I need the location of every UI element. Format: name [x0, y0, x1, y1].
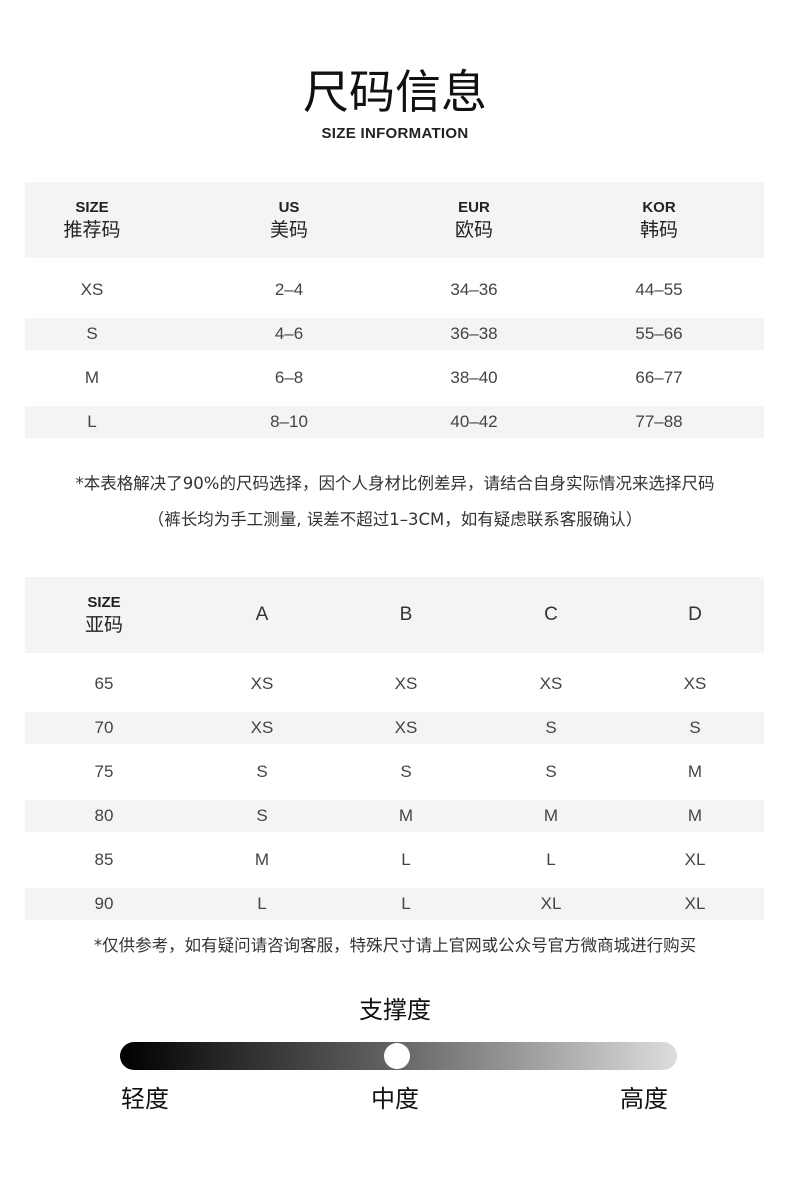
table-cell: M: [543, 806, 559, 825]
header-zh: 亚码: [84, 614, 124, 636]
table-cell: XS: [539, 674, 563, 693]
table-cell: L: [257, 894, 267, 913]
table-cell: L: [546, 850, 556, 869]
table-cell: XS: [250, 718, 274, 737]
table-cell: S: [86, 324, 98, 343]
header-cell: KOR 韩码: [640, 198, 678, 242]
table-header: SIZE 亚码 A B C D: [25, 577, 764, 653]
table-cell: 38–40: [450, 368, 498, 387]
header-cell: SIZE 推荐码: [63, 198, 120, 242]
table-row: 70 XS XS S S: [25, 706, 764, 750]
table-row: 65 XS XS XS XS: [25, 662, 764, 706]
table-cell: S: [689, 718, 701, 737]
table-cell: 90: [94, 894, 114, 913]
table-cell: 65: [94, 674, 114, 693]
level-high: 高度: [620, 1085, 668, 1113]
header-cell: US 美码: [270, 198, 308, 242]
table-cell: XL: [684, 850, 706, 869]
table-cell: M: [687, 762, 703, 781]
table-cell: XS: [250, 674, 274, 693]
table-row: 75 S S S M: [25, 750, 764, 794]
header-en: KOR: [642, 199, 676, 216]
table-cell: XS: [80, 280, 104, 299]
level-light: 轻度: [121, 1085, 169, 1113]
table-cell: S: [545, 718, 557, 737]
header-cell: D: [688, 604, 702, 625]
header-cell: SIZE 亚码: [85, 593, 123, 637]
table-cell: S: [256, 806, 268, 825]
table-cell: S: [545, 762, 557, 781]
header-en: US: [278, 199, 300, 216]
table-cell: 55–66: [635, 324, 683, 343]
table-cell: 75: [94, 762, 114, 781]
header-cell: A: [255, 604, 269, 625]
table-cell: XS: [394, 718, 418, 737]
table-cell: 6–8: [274, 368, 304, 387]
table-row: 80 S M M M: [25, 794, 764, 838]
header-en: SIZE: [87, 594, 121, 611]
table-row: XS 2–4 34–36 44–55: [25, 268, 764, 312]
table-header: SIZE 推荐码 US 美码 EUR 欧码 KOR 韩码: [25, 182, 764, 258]
header-zh: 美码: [269, 219, 309, 241]
size-conversion-table: SIZE 推荐码 US 美码 EUR 欧码 KOR 韩码 XS 2–4 34–36 44–55 S 4–…: [25, 182, 764, 444]
table-cell: M: [398, 806, 414, 825]
header-cell: B: [399, 604, 413, 625]
table-cell: S: [400, 762, 412, 781]
table-cell: 40–42: [450, 412, 498, 431]
table-cell: L: [401, 894, 411, 913]
header-cell: EUR 欧码: [455, 198, 493, 242]
table-cell: 80: [94, 806, 114, 825]
table-cell: 34–36: [450, 280, 498, 299]
table-row: L 8–10 40–42 77–88: [25, 400, 764, 444]
table-cell: XS: [683, 674, 707, 693]
table-cell: 8–10: [270, 412, 308, 431]
table-cell: 77–88: [635, 412, 683, 431]
header-en: SIZE: [75, 199, 109, 216]
table-row: S 4–6 36–38 55–66: [25, 312, 764, 356]
table-cell: M: [687, 806, 703, 825]
table-cell: XL: [540, 894, 562, 913]
level-medium: 中度: [371, 1085, 419, 1113]
table-row: 90 L L XL XL: [25, 882, 764, 926]
table-cell: 44–55: [635, 280, 683, 299]
measurement-note: （裤长均为手工测量, 误差不超过1–3CM，如有疑虑联系客服确认）: [147, 510, 643, 529]
table-cell: 70: [94, 718, 114, 737]
table-cell: 2–4: [274, 280, 304, 299]
header-zh: 推荐码: [63, 219, 121, 241]
table-cell: 36–38: [450, 324, 498, 343]
table-row: 85 M L L XL: [25, 838, 764, 882]
cup-size-table: SIZE 亚码 A B C D 65 XS XS XS XS 70 XS XS S S 75 S S S M 80 S M M…: [25, 577, 764, 926]
table-cell: M: [254, 850, 270, 869]
page-subtitle: SIZE INFORMATION: [321, 125, 469, 142]
table-cell: 85: [94, 850, 114, 869]
reference-note: *仅供参考，如有疑问请咨询客服，特殊尺寸请上官网或公众号官方微商城进行购买: [93, 936, 697, 955]
header-en: EUR: [458, 199, 490, 216]
table-cell: M: [84, 368, 100, 387]
header-cell: C: [544, 604, 558, 625]
table-cell: 4–6: [274, 324, 304, 343]
table-cell: XL: [684, 894, 706, 913]
header-zh: 韩码: [639, 219, 679, 241]
header-zh: 欧码: [454, 219, 494, 241]
table-cell: XS: [394, 674, 418, 693]
table-cell: S: [256, 762, 268, 781]
table-cell: 66–77: [635, 368, 683, 387]
size-note: *本表格解决了90%的尺码选择，因个人身材比例差异，请结合自身实际情况来选择尺码: [75, 474, 715, 493]
support-title: 支撑度: [359, 996, 431, 1024]
page-title: 尺码信息: [303, 65, 487, 119]
support-level-indicator: [383, 1043, 410, 1069]
table-row: M 6–8 38–40 66–77: [25, 356, 764, 400]
table-cell: L: [401, 850, 411, 869]
table-cell: L: [87, 412, 97, 431]
